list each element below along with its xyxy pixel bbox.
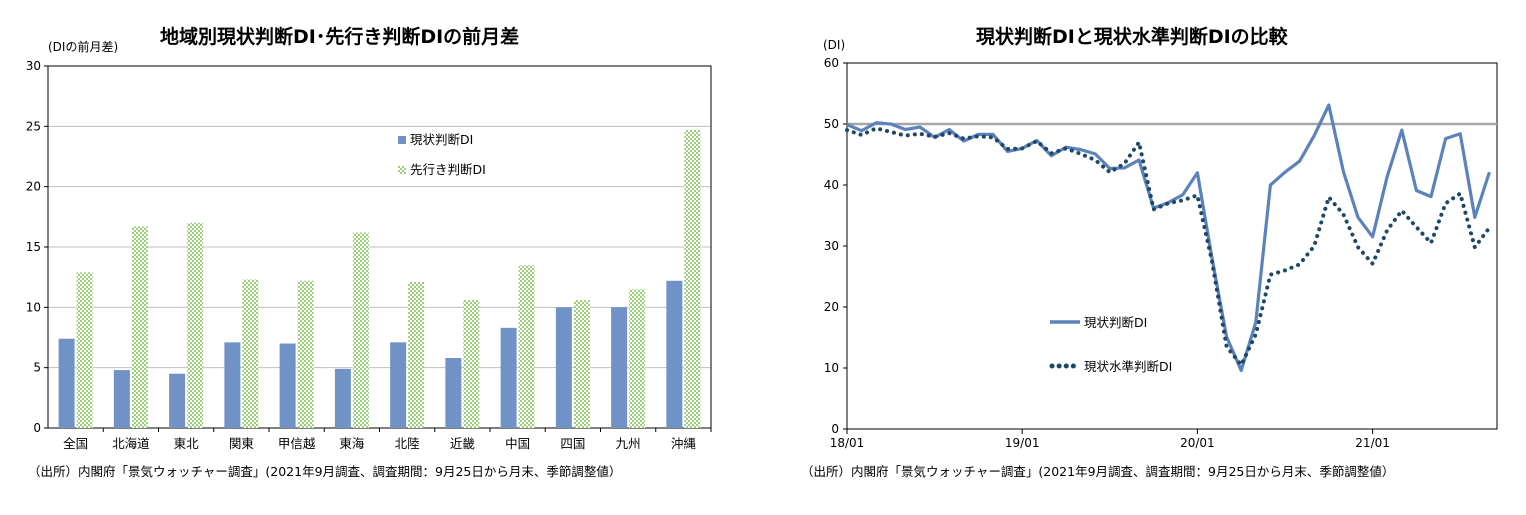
bar-future [187, 222, 204, 428]
y-tick-label: 30 [26, 59, 41, 73]
bar-current [334, 368, 351, 428]
x-tick-label: 北海道 [112, 436, 150, 451]
x-tick-label: 北陸 [395, 436, 420, 451]
line-chart: 0 10 20 30 40 50 60 18/01 19/01 20/01 21/01 現状判断DI 現… [824, 56, 1498, 450]
bar-current [555, 307, 572, 428]
right-chart-panel: 現状判断DIと現状水準判断DIの比較 (DI) 0 10 20 30 40 50 60 18/… [763, 0, 1526, 515]
x-tick-label: 四国 [560, 436, 585, 451]
x-tick-label: 19/01 [1005, 436, 1040, 450]
bar-future [408, 281, 425, 428]
x-tick-label: 東北 [174, 436, 200, 451]
bar-current [445, 358, 462, 428]
bar-current [611, 307, 628, 428]
bar-current [500, 327, 517, 428]
y-tick-label: 40 [824, 178, 839, 192]
bar-future [242, 279, 259, 428]
x-tick-label: 甲信越 [278, 436, 316, 451]
bar-current [58, 338, 75, 428]
x-tick-label: 関東 [229, 436, 255, 451]
x-tick-label: 20/01 [1180, 436, 1215, 450]
y-tick-label: 50 [824, 117, 839, 131]
legend-label-level: 現状水準判断DI [1084, 359, 1172, 374]
right-source-note: （出所）内閣府「景気ウォッチャー調査」(2021年9月調査、調査期間：9月25日… [801, 464, 1395, 479]
bar-current [113, 370, 130, 428]
x-tick-label: 近畿 [450, 436, 476, 451]
bar-future [518, 265, 535, 428]
bar-chart: 0 5 10 15 20 25 30 全国 北海道 東北 関東 甲信越 東海 北陸 近畿 中国 四国 九州 沖縄 現状… [26, 59, 712, 451]
bar-current [279, 343, 296, 428]
left-y-unit-label: (DIの前月差) [48, 40, 119, 54]
x-tick-label: 全国 [63, 436, 88, 451]
legend-label-future: 先行き判断DI [410, 162, 486, 177]
legend-label-current: 現状判断DI [1084, 315, 1147, 330]
y-tick-label: 20 [824, 300, 839, 314]
series-line-current [846, 103, 1491, 373]
bar-current [666, 280, 683, 428]
bar-future [684, 129, 701, 428]
y-tick-label: 10 [824, 361, 839, 375]
x-tick-label: 九州 [616, 436, 641, 451]
bar-future [573, 300, 590, 428]
bar-future [297, 280, 314, 428]
bar-current [390, 342, 407, 428]
y-tick-label: 0 [831, 422, 839, 436]
right-chart-title: 現状判断DIと現状水準判断DIの比較 [976, 26, 1288, 48]
y-tick-label: 20 [26, 180, 41, 194]
bar-future [629, 289, 646, 428]
x-tick-label: 中国 [505, 436, 530, 451]
legend-swatch-future [398, 166, 406, 174]
x-tick-label: 沖縄 [671, 436, 697, 451]
left-source-note: （出所）内閣府「景気ウォッチャー調査」(2021年9月調査、調査期間：9月25日… [28, 464, 622, 479]
bar-current [224, 342, 241, 428]
y-tick-label: 25 [26, 119, 41, 133]
left-chart-title: 地域別現状判断DI･先行き判断DIの前月差 [160, 26, 520, 48]
y-tick-label: 0 [33, 421, 41, 435]
plot-area [846, 62, 1498, 430]
series-line-level [845, 126, 1492, 369]
bar-future [352, 232, 369, 428]
x-tick-label: 21/01 [1355, 436, 1390, 450]
legend-swatch-current [398, 136, 406, 144]
bar-future [463, 300, 480, 428]
right-y-unit-label: (DI) [823, 38, 846, 52]
bar-future [131, 226, 148, 428]
y-tick-label: 60 [824, 56, 839, 70]
y-tick-label: 30 [824, 239, 839, 253]
x-tick-label: 18/01 [830, 436, 865, 450]
y-tick-label: 15 [26, 240, 41, 254]
left-chart-panel: 地域別現状判断DI･先行き判断DIの前月差 (DIの前月差) 0 5 10 15 20 2… [26, 26, 712, 479]
x-tick-label: 東海 [339, 436, 365, 451]
bar-future [76, 272, 93, 428]
bar-current [169, 373, 186, 428]
legend-label-current: 現状判断DI [410, 132, 473, 147]
y-tick-label: 5 [33, 361, 41, 375]
y-tick-label: 10 [26, 300, 41, 314]
